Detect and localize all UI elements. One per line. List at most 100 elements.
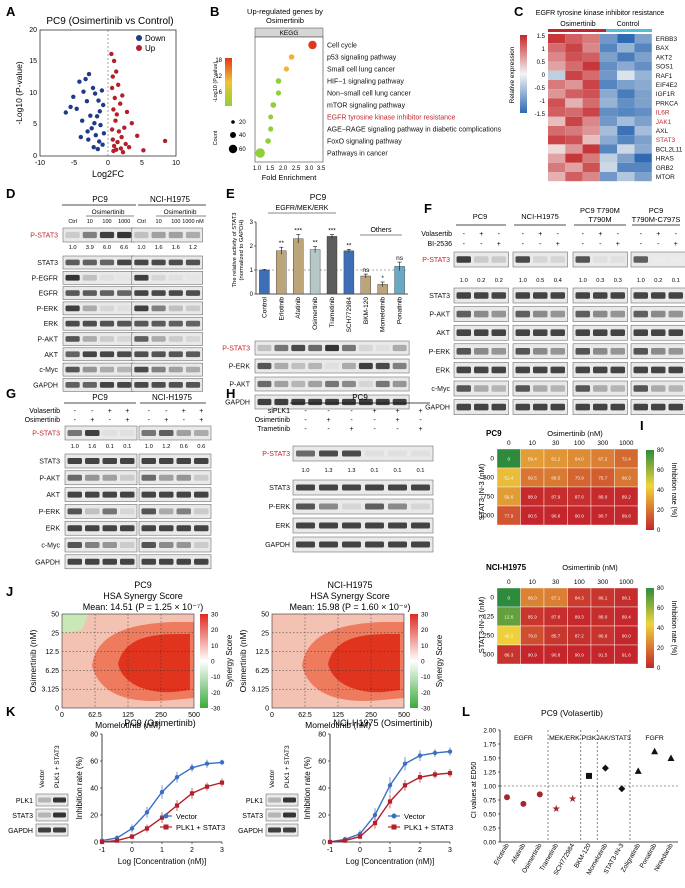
group-bar-osimertinib <box>548 29 606 32</box>
heatmap-c-gene: JAK1 <box>656 119 672 126</box>
blot-band <box>610 329 625 336</box>
blot-band <box>117 382 132 388</box>
blot-band <box>456 292 471 299</box>
heatmap-c-cell <box>617 162 635 172</box>
heatmap-c-gene: SOS1 <box>656 64 674 71</box>
blot-band <box>257 398 272 406</box>
synergy-scale-tick: 20 <box>211 627 219 634</box>
blot-d-dose: 10 <box>87 219 93 225</box>
blot-band <box>456 348 471 355</box>
blot-band <box>141 430 156 436</box>
bar-e-group1: EGFR/MEK/ERK <box>276 205 329 212</box>
grid-cell-value: 12.6 <box>504 614 513 619</box>
grid-cell-value: 85.9 <box>528 614 537 619</box>
synergy-x-tick: 500 <box>398 712 410 719</box>
blot-row-label: GAPDH <box>33 382 58 389</box>
volcano-point-down <box>97 109 103 114</box>
heatmap-c-gene: IGF1R <box>656 91 675 98</box>
blot-band <box>159 558 174 565</box>
bar-e-bar <box>259 269 270 295</box>
blot-g-quant: 0.1 <box>106 444 114 450</box>
blot-row-label: P-STAT3 <box>32 431 60 438</box>
bar-e-ytick-label: 1 <box>250 268 254 274</box>
curve-xtick-label: 3 <box>448 847 452 854</box>
blot-band <box>319 522 338 529</box>
grid-row-label: 250 <box>483 633 494 640</box>
blot-h-quant: 1.0 <box>301 468 309 474</box>
enrich-term-label: HIF−1 signaling pathway <box>327 79 404 86</box>
blot-band <box>99 231 115 239</box>
blot-row-label: P-STAT3 <box>422 257 450 264</box>
curve-xtick-label: 1 <box>388 847 392 854</box>
curve-legend-label: Vector <box>176 812 198 821</box>
synergy-scale-tick: 20 <box>421 627 429 634</box>
blot-d-dose: 100 <box>102 219 111 225</box>
grid-cell-value: 90.5 <box>528 513 537 518</box>
blot-band <box>550 329 565 336</box>
blot-band <box>65 274 80 281</box>
blot-g-quant: 0.6 <box>180 444 188 450</box>
grid-i-scale-label: Inhibition rate (%) <box>670 463 677 518</box>
blot-strip <box>292 498 434 515</box>
volcano-point-up <box>126 145 132 150</box>
blot-d-quant: 1.0 <box>137 245 145 251</box>
blot-band <box>593 366 608 374</box>
blot-band <box>392 344 407 352</box>
heatmap-c-cell <box>582 107 600 117</box>
bar-e-bar <box>309 249 321 295</box>
blot-band <box>85 458 100 464</box>
blot-d-cell1: PC9 <box>92 195 108 204</box>
blot-h-sign: - <box>350 417 353 424</box>
synergy-x-tick: 125 <box>122 712 134 719</box>
blot-band <box>342 541 361 548</box>
grid-cell-value: 88.1 <box>622 595 631 600</box>
blot-band <box>575 292 590 299</box>
blot-strip <box>138 453 212 469</box>
blot-band <box>82 336 97 342</box>
blot-row-label: STAT3 <box>39 459 60 466</box>
blot-row-label: AKT <box>46 492 60 499</box>
blot-f-quant: 1.0 <box>519 278 527 284</box>
blot-row-label: PLK1 <box>246 798 263 805</box>
heatmap-c-cell <box>582 43 600 53</box>
bar-e-category: Osimertinib <box>312 297 319 330</box>
synergy-scale-tick: 0 <box>211 659 215 666</box>
grid-cell-value: 90.7 <box>598 513 607 518</box>
blot-band <box>159 542 174 548</box>
bar-e-significance: ns <box>396 255 404 262</box>
blot-band <box>168 259 183 266</box>
blot-strip <box>292 536 434 553</box>
volcano-point-down <box>83 76 88 82</box>
blot-band <box>141 491 156 498</box>
volcano-point-down <box>81 89 86 94</box>
blot-band <box>291 344 306 352</box>
heatmap-c-cell <box>565 116 583 126</box>
blot-band <box>151 231 166 239</box>
curve-point <box>204 761 210 766</box>
bar-e-bar <box>326 236 338 295</box>
blot-band <box>308 398 323 406</box>
blot-row-label: EGFR <box>39 291 58 298</box>
heatmap-c-gene: AXL <box>656 128 669 135</box>
blot-band <box>151 259 166 266</box>
curve-legend-label: Vector <box>404 812 426 821</box>
blot-band <box>456 403 471 411</box>
curve-point <box>387 799 393 804</box>
blot-band <box>365 503 384 510</box>
blot-band <box>82 231 97 239</box>
blot-h-sign: - <box>373 417 376 424</box>
blot-band <box>633 292 648 299</box>
heatmap-c-cell <box>599 135 618 145</box>
blot-band <box>593 348 608 355</box>
blot-h-sign: + <box>395 417 399 424</box>
heatmap-c-cell <box>634 144 652 154</box>
panel-letter-b: B <box>210 4 219 19</box>
volcano-point-down <box>101 131 107 136</box>
ci-point: ★ <box>552 804 561 815</box>
y-tick: 5 <box>33 121 37 128</box>
volcano-point-up <box>123 141 128 147</box>
count-label: Count <box>213 130 219 145</box>
blot-band <box>291 380 306 388</box>
blot-band <box>474 292 489 299</box>
